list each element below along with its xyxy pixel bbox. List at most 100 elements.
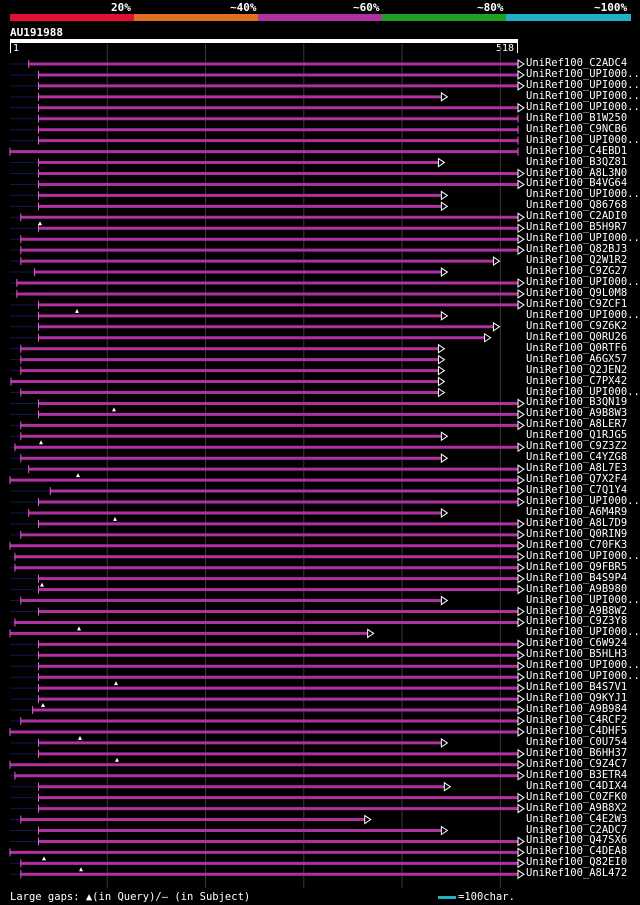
- hit-row[interactable]: [10, 223, 525, 234]
- hit-label[interactable]: UniRef100_B3ETR4: [526, 768, 628, 781]
- hit-label[interactable]: UniRef100_Q0RIN9: [526, 527, 628, 540]
- hit-label[interactable]: UniRef100_C4RCF2: [526, 714, 628, 726]
- hit-row[interactable]: [9, 628, 375, 639]
- hit-label[interactable]: UniRef100_UPI000..: [526, 385, 640, 398]
- hit-row[interactable]: [10, 278, 525, 288]
- hit-label[interactable]: UniRef100_UPI000..: [526, 67, 640, 80]
- hit-row[interactable]: [10, 91, 449, 102]
- hit-row[interactable]: [9, 727, 525, 737]
- hit-label[interactable]: UniRef100_Q9L0M8: [526, 286, 628, 299]
- hit-row[interactable]: [10, 125, 519, 134]
- hit-label[interactable]: UniRef100_C9NCB6: [526, 122, 628, 135]
- hit-row[interactable]: [10, 814, 372, 825]
- hit-label[interactable]: UniRef100_C2ADC7: [526, 823, 628, 836]
- hit-row[interactable]: [10, 376, 446, 387]
- hit-row[interactable]: [10, 551, 525, 562]
- hit-row[interactable]: [9, 475, 525, 486]
- hit-label[interactable]: UniRef100_UPI000..: [526, 133, 640, 146]
- hit-label[interactable]: UniRef100_UPI000..: [526, 495, 640, 507]
- hit-label[interactable]: UniRef100_UPI000..: [526, 89, 640, 102]
- hit-label[interactable]: UniRef100_A8L472: [526, 867, 628, 880]
- hit-label[interactable]: UniRef100_C7Q1Y4: [526, 484, 628, 497]
- hit-label[interactable]: UniRef100_C9ZCF1: [526, 297, 628, 310]
- hit-label[interactable]: UniRef100_A9B8X2: [526, 801, 628, 814]
- hit-label[interactable]: UniRef100_C9Z3Y8: [526, 615, 628, 628]
- hit-label[interactable]: UniRef100_C7PX42: [526, 374, 628, 387]
- hit-label[interactable]: UniRef100_B4S7V1: [526, 681, 628, 694]
- hit-row[interactable]: [10, 157, 446, 168]
- hit-label[interactable]: UniRef100_A8L7E3: [526, 462, 628, 475]
- hit-row[interactable]: [10, 573, 525, 584]
- hit-row[interactable]: [10, 562, 525, 573]
- hit-row[interactable]: [10, 387, 446, 398]
- hit-row[interactable]: [10, 836, 525, 847]
- hit-label[interactable]: UniRef100_C4EBD1: [526, 144, 628, 157]
- hit-row[interactable]: [10, 486, 525, 496]
- hit-row[interactable]: [10, 650, 525, 661]
- hit-label[interactable]: UniRef100_Q82EI0: [526, 856, 628, 869]
- hit-row[interactable]: [10, 212, 525, 223]
- hit-label[interactable]: UniRef100_UPI000..: [526, 188, 640, 201]
- hit-row[interactable]: [10, 442, 525, 453]
- hit-row[interactable]: [9, 847, 525, 858]
- hit-row[interactable]: [9, 147, 519, 156]
- hit-label[interactable]: UniRef100_B5H9R7: [526, 221, 628, 234]
- hit-label[interactable]: UniRef100_UPI000..: [526, 670, 640, 683]
- hit-row[interactable]: [10, 245, 525, 256]
- hit-row[interactable]: [10, 343, 446, 354]
- hit-label[interactable]: UniRef100_B1W250: [526, 111, 628, 124]
- hit-label[interactable]: UniRef100_Q47SX6: [526, 834, 628, 847]
- hit-label[interactable]: UniRef100_Q9KYJ1: [526, 692, 628, 705]
- hit-row[interactable]: [10, 420, 525, 431]
- hit-label[interactable]: UniRef100_C9Z6K2: [526, 319, 628, 332]
- hit-row[interactable]: [10, 584, 525, 595]
- hit-row[interactable]: [10, 190, 449, 201]
- hit-row[interactable]: [10, 398, 525, 409]
- hit-row[interactable]: [10, 409, 525, 420]
- hit-row[interactable]: [10, 102, 525, 113]
- hit-row[interactable]: [10, 792, 525, 803]
- hit-label[interactable]: UniRef100_C2ADI0: [526, 210, 628, 223]
- hit-label[interactable]: UniRef100_Q1RJG5: [526, 429, 628, 442]
- hit-row[interactable]: [10, 321, 501, 332]
- hit-row[interactable]: [10, 737, 449, 748]
- hit-row[interactable]: [10, 595, 449, 606]
- hit-label[interactable]: UniRef100_C4DIX4: [526, 779, 628, 792]
- hit-label[interactable]: UniRef100_UPI000..: [526, 276, 640, 288]
- hit-row[interactable]: [10, 234, 525, 245]
- hit-row[interactable]: [10, 825, 449, 836]
- hit-row[interactable]: [10, 617, 525, 628]
- hit-label[interactable]: UniRef100_C4DEA8: [526, 845, 628, 858]
- hit-label[interactable]: UniRef100_A9B980: [526, 582, 628, 595]
- hit-row[interactable]: [9, 540, 525, 551]
- hit-label[interactable]: UniRef100_C0U754: [526, 735, 628, 748]
- hit-label[interactable]: UniRef100_A8LER7: [526, 418, 628, 431]
- hit-label[interactable]: UniRef100_C4DHF5: [526, 724, 628, 737]
- hit-row[interactable]: [10, 201, 449, 212]
- hit-row[interactable]: [10, 497, 525, 507]
- hit-row[interactable]: [10, 310, 449, 321]
- hit-label[interactable]: UniRef100_C0ZFK0: [526, 790, 628, 803]
- hit-label[interactable]: UniRef100_UPI000..: [526, 232, 640, 245]
- hit-label[interactable]: UniRef100_A6GX57: [526, 352, 628, 365]
- hit-label[interactable]: UniRef100_UPI000..: [526, 659, 640, 672]
- hit-label[interactable]: UniRef100_Q86768: [526, 199, 628, 212]
- hit-label[interactable]: UniRef100_UPI000..: [526, 308, 640, 321]
- hit-label[interactable]: UniRef100_A8L7D9: [526, 516, 628, 529]
- hit-label[interactable]: UniRef100_B4VG64: [526, 177, 628, 190]
- hit-row[interactable]: [10, 661, 525, 672]
- hit-row[interactable]: [10, 332, 492, 343]
- hit-row[interactable]: [10, 518, 525, 529]
- hit-label[interactable]: UniRef100_A9B8W3: [526, 407, 628, 420]
- hit-label[interactable]: UniRef100_Q7X2F4: [526, 473, 628, 486]
- hit-row[interactable]: [10, 354, 446, 365]
- hit-label[interactable]: UniRef100_B6HH37: [526, 746, 628, 759]
- hit-row[interactable]: [10, 70, 525, 80]
- hit-label[interactable]: UniRef100_C9ZG27: [526, 265, 628, 278]
- hit-row[interactable]: [10, 168, 525, 179]
- hit-label[interactable]: UniRef100_A6M4R9: [526, 505, 628, 518]
- hit-row[interactable]: [10, 748, 525, 759]
- hit-row[interactable]: [10, 114, 519, 123]
- hit-label[interactable]: UniRef100_C4E2W3: [526, 812, 628, 825]
- hit-label[interactable]: UniRef100_Q0RTF6: [526, 341, 628, 354]
